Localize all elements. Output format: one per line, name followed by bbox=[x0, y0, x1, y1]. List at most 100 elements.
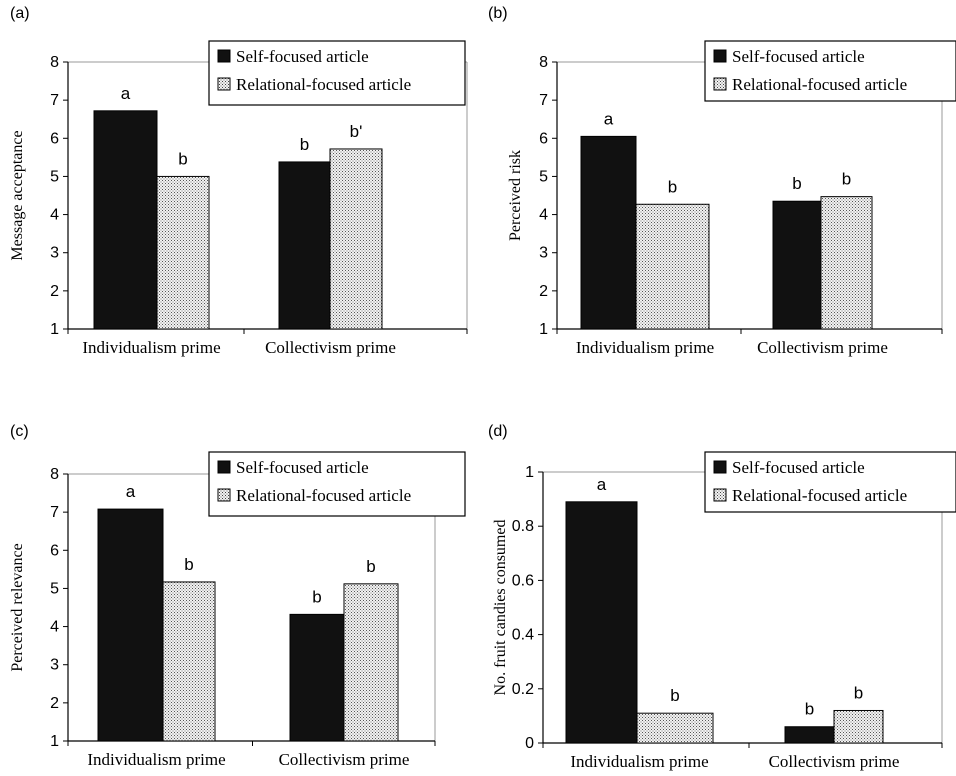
category-label: Individualism prime bbox=[570, 752, 708, 771]
y-tick-label: 3 bbox=[539, 245, 548, 262]
panel-label: (c) bbox=[10, 423, 29, 440]
y-tick-label: 1 bbox=[539, 321, 548, 338]
significance-label: b bbox=[366, 557, 375, 576]
category-label: Collectivism prime bbox=[757, 338, 888, 357]
bar-self-individualism bbox=[565, 501, 638, 744]
chart-panel-d: (d) 0 0.2 0.4 0.6 0.8 1 No. fruit candies consu… bbox=[488, 423, 956, 771]
y-tick-label: 4 bbox=[50, 207, 59, 224]
category-label: Individualism prime bbox=[87, 750, 225, 769]
bar-relational-individualism bbox=[162, 581, 216, 742]
bar-relational-collectivism bbox=[329, 148, 383, 330]
significance-label: b bbox=[312, 587, 321, 606]
y-tick-label: 2 bbox=[539, 283, 548, 300]
y-tick-label: 1 bbox=[50, 321, 59, 338]
y-tick-label: 7 bbox=[50, 504, 59, 521]
y-tick-label: 7 bbox=[539, 92, 548, 109]
bar-self-individualism bbox=[580, 135, 637, 330]
bar-relational-individualism bbox=[156, 175, 210, 330]
y-tick-label: 0.2 bbox=[512, 681, 534, 698]
bar-self-individualism bbox=[93, 110, 158, 330]
legend-swatch-self bbox=[217, 49, 231, 63]
bar-relational-individualism bbox=[635, 203, 710, 330]
bar-relational-collectivism bbox=[820, 196, 873, 330]
y-tick-label: 5 bbox=[539, 168, 548, 185]
panel-label: (a) bbox=[10, 5, 30, 22]
y-tick-label: 5 bbox=[50, 580, 59, 597]
y-tick-label: 8 bbox=[539, 54, 548, 71]
bar-self-collectivism bbox=[289, 613, 345, 742]
y-tick-label: 3 bbox=[50, 657, 59, 674]
significance-label: b bbox=[668, 177, 677, 196]
y-axis-label: Perceived relevance bbox=[9, 543, 26, 671]
y-tick-label: 2 bbox=[50, 283, 59, 300]
panel-label: (d) bbox=[488, 423, 508, 440]
legend-swatch-relational bbox=[713, 77, 727, 91]
legend-box bbox=[208, 451, 466, 517]
legend-label-relational: Relational-focused article bbox=[732, 75, 907, 94]
panel-label: (b) bbox=[488, 5, 508, 22]
y-axis-label: Perceived risk bbox=[507, 150, 524, 241]
y-tick-label: 5 bbox=[50, 168, 59, 185]
legend-label-self: Self-focused article bbox=[236, 458, 369, 477]
y-tick-label: 6 bbox=[50, 542, 59, 559]
y-tick-label: 1 bbox=[50, 733, 59, 750]
y-tick-label: 1 bbox=[525, 464, 534, 481]
bar-self-collectivism bbox=[772, 200, 822, 330]
significance-label: b bbox=[854, 683, 863, 702]
bar-relational-individualism bbox=[636, 712, 714, 744]
legend-label-self: Self-focused article bbox=[732, 47, 865, 66]
y-tick-label: 8 bbox=[50, 466, 59, 483]
bar-relational-collectivism bbox=[833, 709, 884, 744]
significance-label: a bbox=[604, 109, 614, 128]
legend-label-relational: Relational-focused article bbox=[236, 486, 411, 505]
legend-label-self: Self-focused article bbox=[236, 47, 369, 66]
significance-label: b bbox=[805, 700, 814, 719]
category-label: Collectivism prime bbox=[265, 338, 396, 357]
y-tick-label: 0.6 bbox=[512, 572, 534, 589]
y-tick-label: 4 bbox=[50, 619, 59, 636]
y-axis-label: Message acceptance bbox=[9, 130, 26, 260]
legend-swatch-relational bbox=[217, 488, 231, 502]
bar-self-individualism bbox=[97, 508, 164, 742]
y-tick-label: 0.8 bbox=[512, 518, 534, 535]
y-tick-label: 8 bbox=[50, 54, 59, 71]
y-tick-label: 0 bbox=[525, 735, 534, 752]
significance-label: b bbox=[842, 170, 851, 189]
legend-label-self: Self-focused article bbox=[732, 458, 865, 477]
y-tick-label: 0.4 bbox=[512, 627, 534, 644]
category-label: Collectivism prime bbox=[279, 750, 410, 769]
legend-swatch-relational bbox=[713, 488, 727, 502]
bar-relational-collectivism bbox=[343, 583, 399, 742]
significance-label: a bbox=[121, 84, 131, 103]
significance-label: b bbox=[184, 555, 193, 574]
legend-box bbox=[208, 40, 466, 106]
y-tick-label: 2 bbox=[50, 695, 59, 712]
chart-panel-b: (b) 1 2 3 4 5 6 7 8 Perceived risk a b Individualism… bbox=[488, 5, 956, 357]
category-label: Individualism prime bbox=[82, 338, 220, 357]
significance-label: a bbox=[126, 482, 136, 501]
significance-label: b bbox=[300, 135, 309, 154]
legend-swatch-relational bbox=[217, 77, 231, 91]
y-tick-label: 4 bbox=[539, 207, 548, 224]
legend-swatch-self bbox=[713, 49, 727, 63]
chart-panel-c: (c) 1 2 3 4 5 6 7 8 Perceived relevance a b Individu… bbox=[9, 423, 466, 769]
y-tick-label: 6 bbox=[50, 130, 59, 147]
legend-label-relational: Relational-focused article bbox=[732, 486, 907, 505]
legend-box bbox=[704, 40, 956, 102]
significance-label: b' bbox=[350, 122, 363, 141]
y-tick-label: 3 bbox=[50, 245, 59, 262]
legend-label-relational: Relational-focused article bbox=[236, 75, 411, 94]
category-label: Collectivism prime bbox=[769, 752, 900, 771]
significance-label: a bbox=[597, 475, 607, 494]
legend-swatch-self bbox=[217, 460, 231, 474]
chart-panel-a: (a) 1 2 3 4 5 6 7 8 Message acceptance a b Individua… bbox=[9, 5, 468, 357]
category-label: Individualism prime bbox=[576, 338, 714, 357]
bar-self-collectivism bbox=[278, 161, 331, 330]
significance-label: b bbox=[670, 686, 679, 705]
legend-box bbox=[704, 451, 956, 513]
y-axis-label: No. fruit candies consumed bbox=[492, 520, 509, 696]
bar-self-collectivism bbox=[784, 726, 835, 744]
y-tick-label: 7 bbox=[50, 92, 59, 109]
y-tick-label: 6 bbox=[539, 130, 548, 147]
